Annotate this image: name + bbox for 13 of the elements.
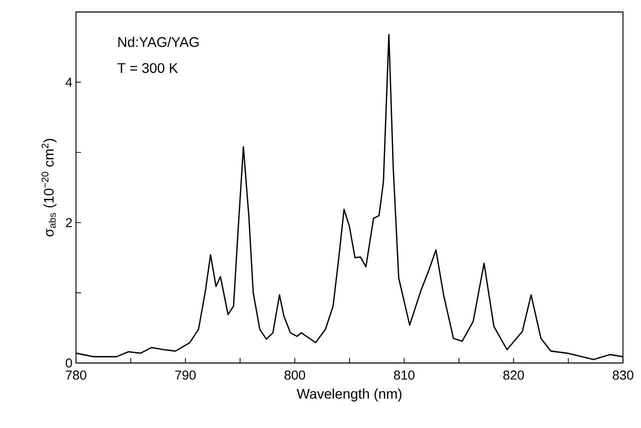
x-axis-title: Wavelength (nm) [296, 388, 402, 402]
x-tick-label: 800 [284, 370, 306, 380]
x-tick-label: 780 [66, 370, 86, 380]
y-axis-title: σ$_{abs}$ (10$^{−20}$ cm$^{2}$) [42, 138, 56, 236]
y-tick-label: 2 [66, 218, 72, 228]
y-tick-label: 4 [66, 78, 72, 87]
x-tick-label: 820 [503, 370, 524, 380]
x-tick-label: 810 [394, 370, 415, 380]
x-tick-label: 830 [612, 370, 634, 380]
x-tick-label: 790 [175, 370, 196, 380]
annotation: Nd:YAG/YAG [118, 36, 199, 48]
y-tick-label: 0 [66, 358, 72, 368]
annotation: T = 300 K [118, 63, 178, 73]
